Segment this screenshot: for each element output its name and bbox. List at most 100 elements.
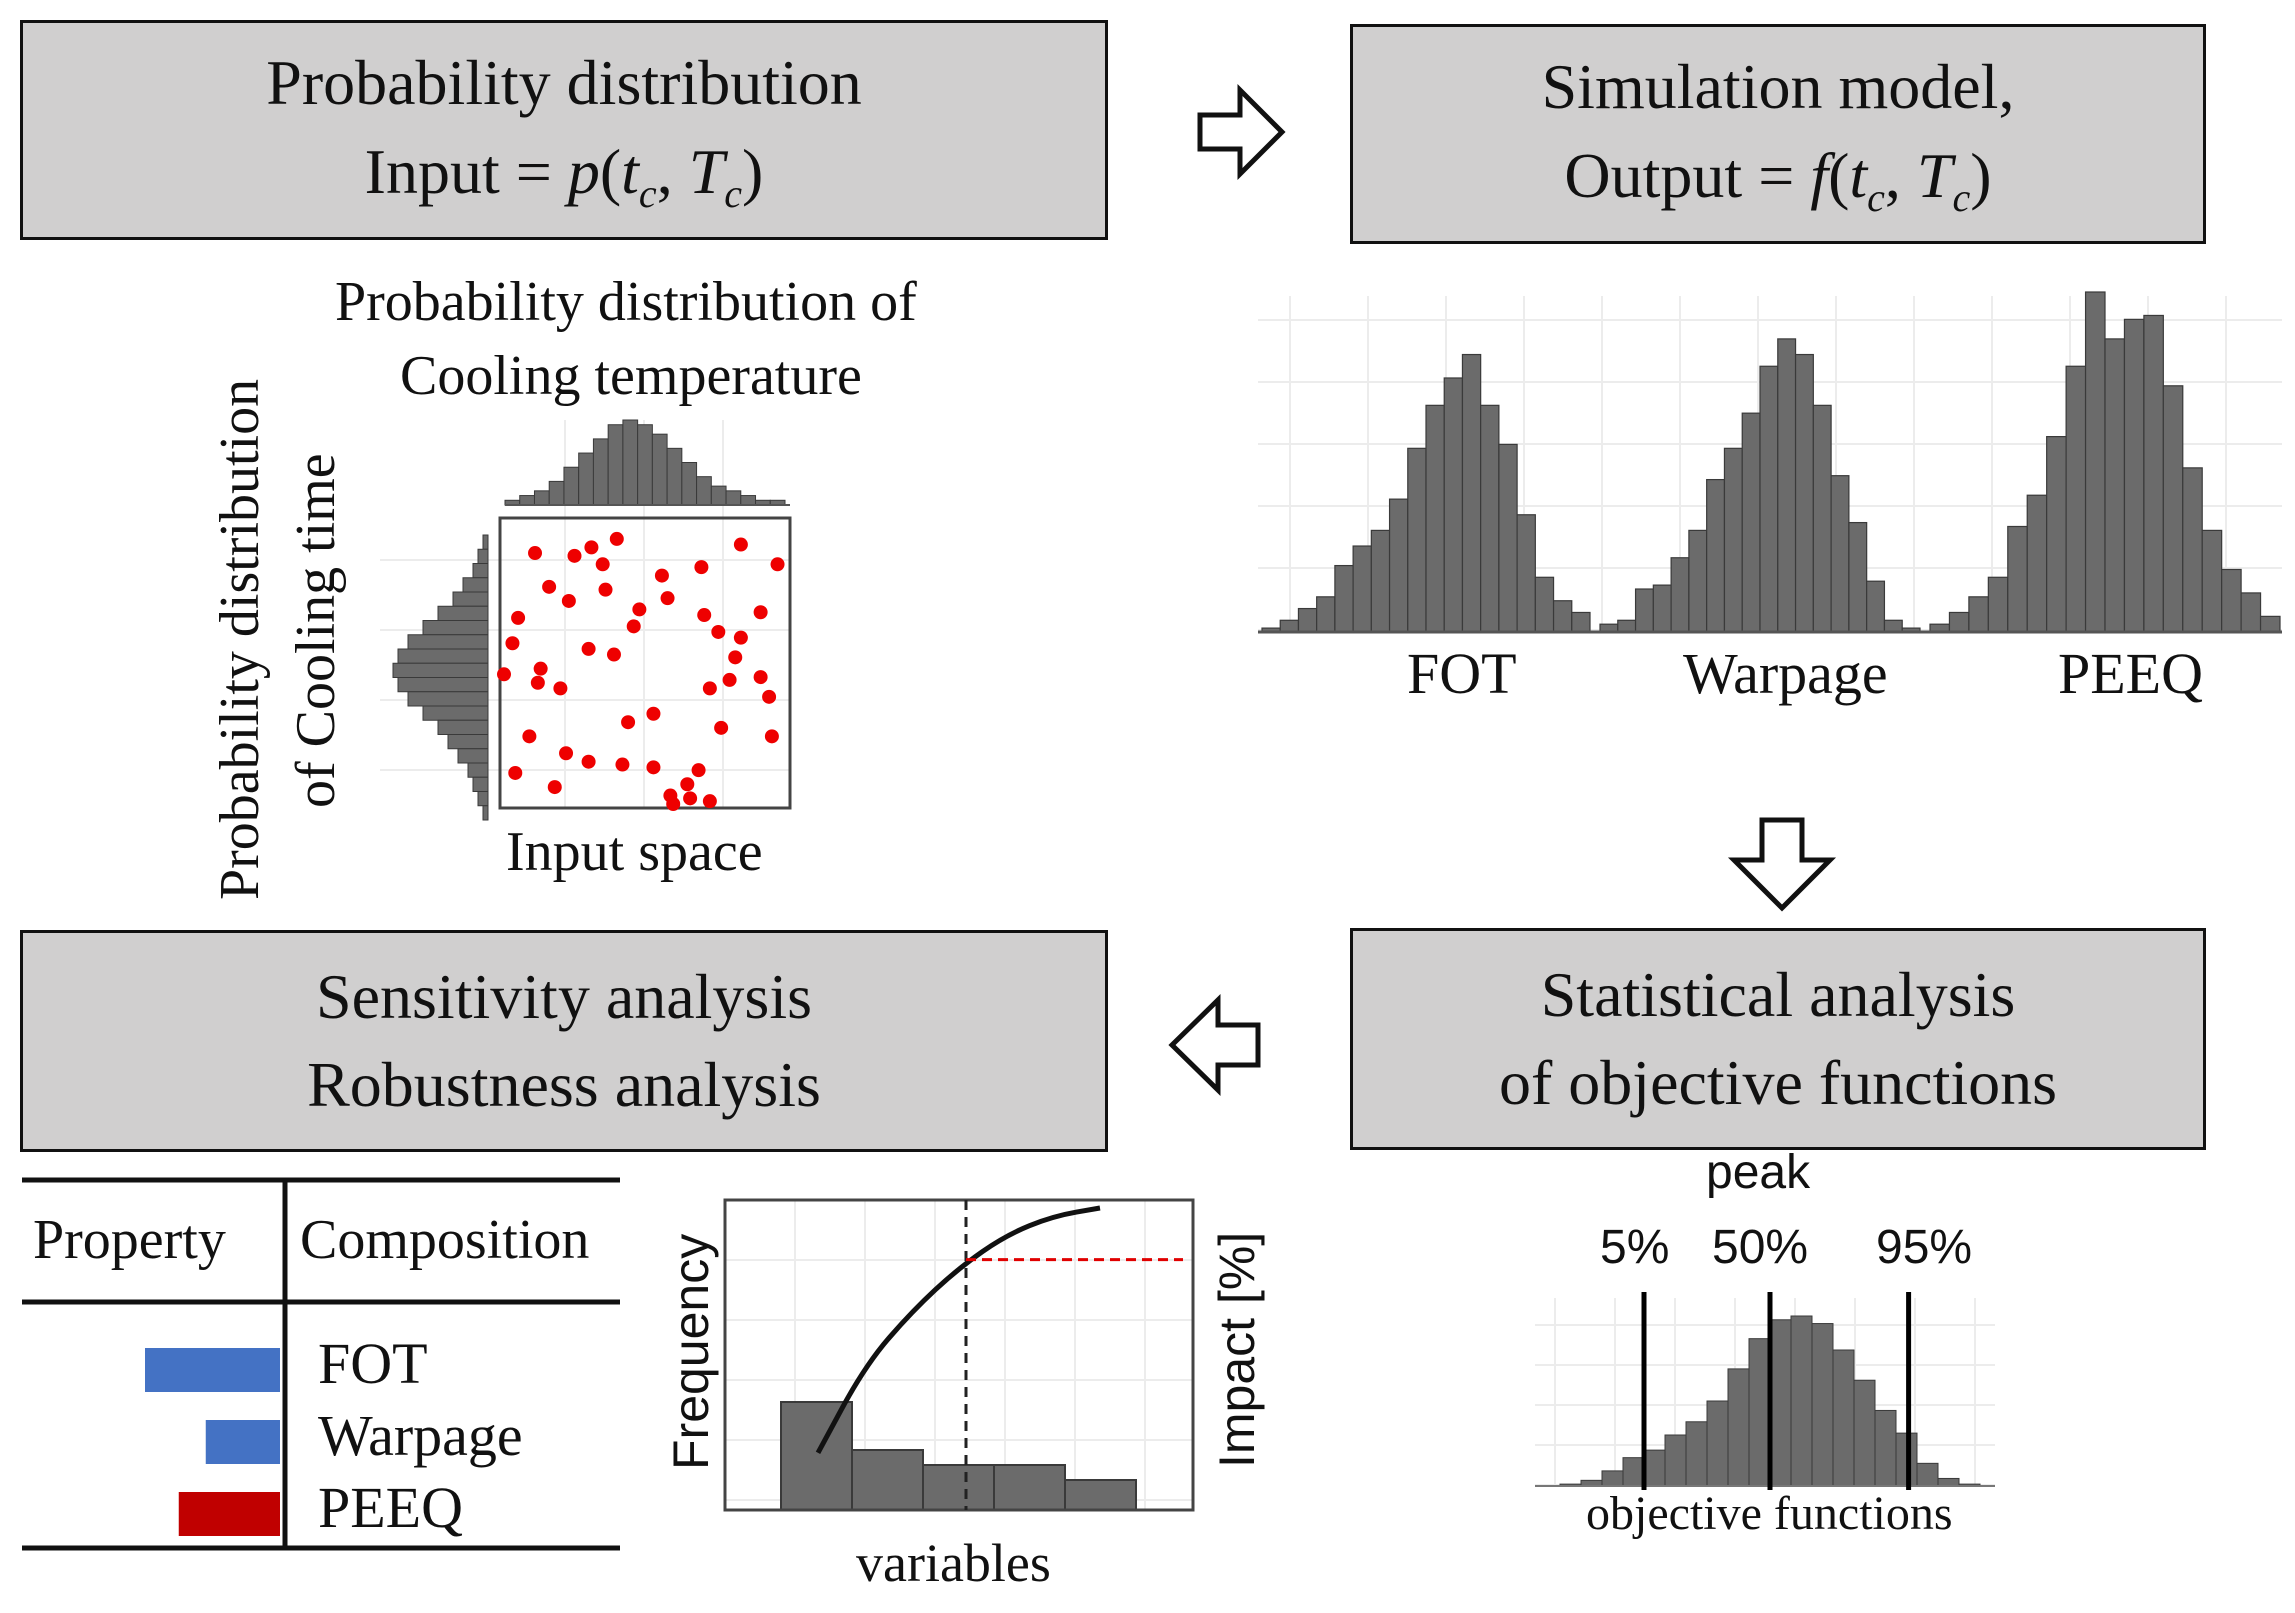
output-hist-bar-peeq	[2240, 592, 2262, 633]
side-hist-bar	[407, 634, 489, 650]
side-hist-bar	[397, 677, 489, 693]
output-hist-bar-warpage	[1670, 557, 1690, 633]
scatter-point	[680, 777, 695, 792]
input-space-label: Input space	[506, 821, 763, 883]
step-input-formula: Input = p(tc, Tc)	[364, 135, 764, 216]
top-hist-bar	[725, 490, 742, 506]
output-hist-bar-fot	[1407, 447, 1427, 633]
stats-hist-bar	[1727, 1368, 1750, 1487]
step-model-formula: Output = f(tc, Tc)	[1564, 139, 1992, 220]
stats-hist-bar	[1874, 1409, 1897, 1487]
pareto-cumulative-curve	[815, 1205, 1101, 1454]
pareto-bar	[1064, 1479, 1137, 1511]
top-hist-bar	[563, 466, 580, 506]
side-hist-bar	[472, 776, 489, 792]
side-hist-bar	[447, 734, 489, 750]
step-sensitivity-line1: Sensitivity analysis	[316, 960, 812, 1032]
step-model-title: Simulation model,	[1541, 51, 2015, 123]
output-hist-bar-fot	[1352, 545, 1372, 633]
output-hist-bar-warpage	[1848, 521, 1868, 633]
pareto-ylabel-right: Impact [%]	[1209, 1232, 1265, 1468]
table-row-fot: FOT	[318, 1331, 428, 1396]
stats-hist-bar	[1853, 1379, 1876, 1487]
stats-p50-label: 50%	[1712, 1221, 1809, 1274]
stats-hist-bar	[1643, 1449, 1666, 1487]
stats-hist-bar	[1916, 1462, 1939, 1487]
pareto-bar	[922, 1464, 995, 1511]
pareto-bar	[851, 1449, 924, 1511]
scatter-point	[722, 672, 737, 687]
scatter-point	[733, 537, 748, 552]
side-hist-bar	[477, 791, 489, 807]
side-hist-bar	[467, 762, 489, 778]
output-hist-bar-warpage	[1617, 619, 1637, 633]
step-stats-line1: Statistical analysis	[1540, 958, 2016, 1030]
scatter-point	[522, 729, 537, 744]
output-hist-bar-warpage	[1741, 412, 1761, 633]
scatter-point	[584, 540, 599, 555]
stats-hist-bar	[1685, 1421, 1708, 1487]
scatter-point	[711, 624, 726, 639]
scatter-point	[615, 757, 630, 772]
output-hist-bar-peeq	[2221, 568, 2242, 633]
output-hist-bar-warpage	[1759, 365, 1779, 633]
scatter-point	[764, 729, 779, 744]
table-header-composition: Composition	[300, 1209, 590, 1271]
scatter-point	[606, 647, 621, 662]
output-hist-bar-peeq	[2201, 529, 2223, 633]
output-hist-bar-fot	[1571, 611, 1591, 633]
output-hist-bar-warpage	[1777, 338, 1797, 633]
stats-hist-bar	[1811, 1323, 1834, 1487]
scatter-point	[691, 763, 706, 778]
scatter-point	[753, 670, 768, 685]
stats-hist-bar	[1790, 1315, 1813, 1487]
scatter-point	[511, 610, 526, 625]
output-hist-bar-fot	[1388, 498, 1409, 633]
scatter-point	[728, 650, 743, 665]
pareto-bar	[993, 1464, 1066, 1511]
side-hist-bar	[407, 691, 489, 707]
percentile-lines	[1641, 1292, 1912, 1490]
pareto-bars	[780, 1401, 1137, 1511]
scatter-point	[567, 548, 582, 563]
side-hist-bar	[392, 662, 489, 678]
output-hist-bar-fot	[1279, 619, 1300, 633]
output-hist-bar-peeq	[2162, 385, 2184, 633]
step-input-box: Probability distribution Input = p(tc, T…	[20, 20, 1108, 240]
scatter-point	[646, 706, 661, 721]
scatter-point	[505, 636, 520, 651]
scatter-point	[646, 760, 661, 775]
impact-bar-warpage	[205, 1420, 280, 1464]
scatter-point	[702, 794, 717, 809]
table-row-peeq: PEEQ	[318, 1475, 463, 1540]
top-hist-bar	[622, 419, 639, 506]
output-hist-bar-fot	[1552, 600, 1573, 633]
stats-hist-bar	[1769, 1319, 1792, 1487]
output-hist-bar-peeq	[1968, 596, 1989, 633]
output-label-fot: FOT	[1407, 641, 1517, 706]
side-hist-bar	[437, 605, 489, 621]
scatter-point	[561, 593, 576, 608]
scatter-point	[547, 780, 562, 795]
output-hist-bar-fot	[1516, 514, 1536, 633]
output-label-peeq: PEEQ	[2058, 641, 2203, 706]
scatter-point	[621, 715, 636, 730]
stats-hist-bar	[1664, 1434, 1687, 1487]
scatter-point	[553, 681, 568, 696]
output-hist-bar-warpage	[1866, 580, 1886, 633]
output-hist-bar-fot	[1480, 404, 1500, 633]
output-hist-bar-warpage	[1652, 584, 1672, 633]
scatter-point	[528, 546, 543, 561]
stats-hist-bar	[1937, 1477, 1960, 1487]
stats-xlabel: objective functions	[1586, 1487, 1953, 1540]
top-hist-bar	[681, 462, 698, 506]
scatter-point	[626, 619, 641, 634]
scatter-point	[595, 557, 610, 572]
top-hist-bar	[666, 447, 683, 506]
top-hist-bar	[651, 433, 668, 506]
output-hist-bar-fot	[1370, 529, 1391, 633]
input-scatter	[497, 531, 785, 811]
scatter-point	[733, 630, 748, 645]
output-hist-bar-fot	[1461, 353, 1482, 633]
